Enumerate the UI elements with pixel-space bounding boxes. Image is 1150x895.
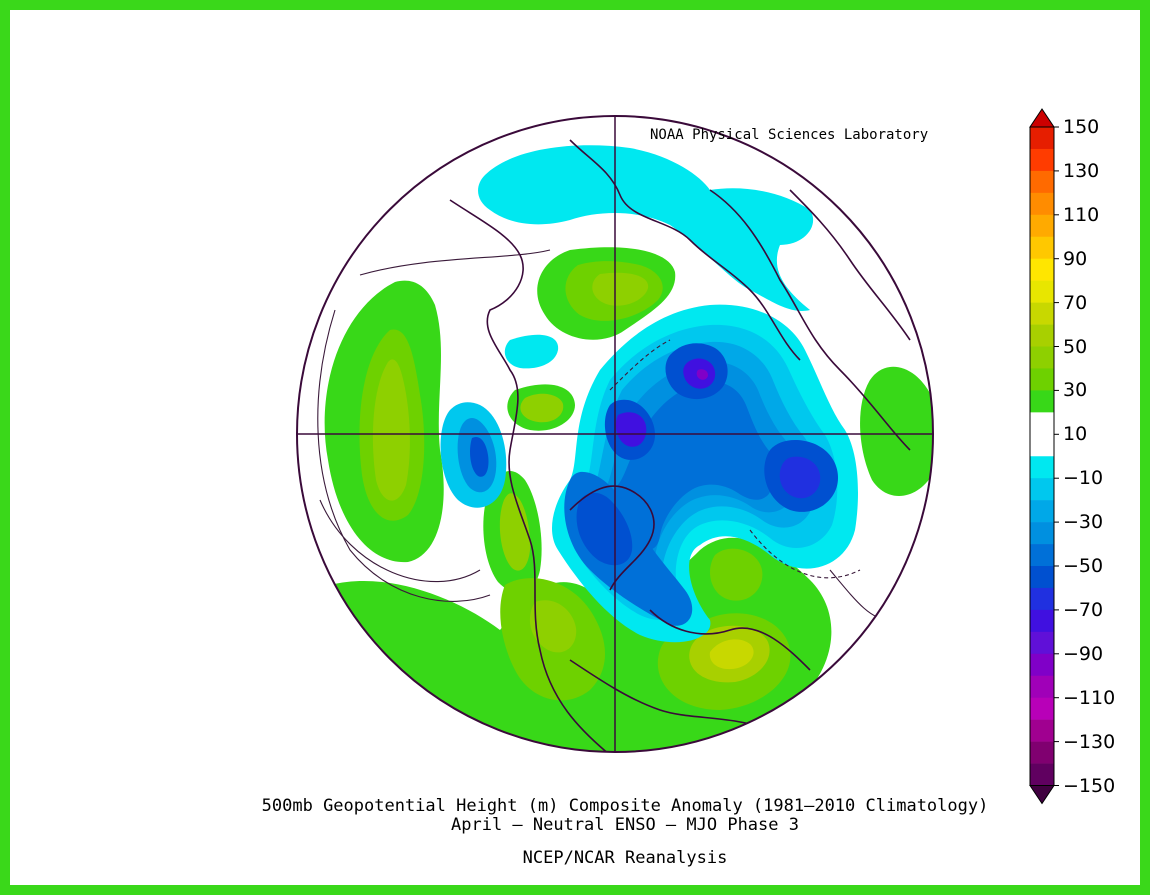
colorbar-segment xyxy=(1030,522,1054,545)
colorbar-tick-label: 130 xyxy=(1063,159,1100,182)
colorbar-segment xyxy=(1030,214,1054,238)
colorbar-segment xyxy=(1030,434,1054,457)
map-subtitle: April – Neutral ENSO – MJO Phase 3 xyxy=(451,815,799,835)
colorbar-segment xyxy=(1030,148,1054,172)
colorbar-segment xyxy=(1030,346,1054,369)
colorbar-tick-label: −110 xyxy=(1063,686,1116,709)
colorbar-segment xyxy=(1030,653,1054,677)
colorbar-top-arrow xyxy=(1029,108,1055,128)
colorbar-tick-label: −30 xyxy=(1063,511,1104,534)
negative-anomaly-regions xyxy=(440,145,858,643)
colorbar-segment xyxy=(1030,478,1054,501)
colorbar-segment xyxy=(1030,412,1054,435)
colorbar-segment xyxy=(1030,631,1054,655)
colorbar-segment xyxy=(1030,127,1054,150)
colorbar-segment xyxy=(1030,697,1054,720)
colorbar-tick-label: 50 xyxy=(1063,335,1088,358)
colorbar-segment xyxy=(1030,500,1054,523)
colorbar-tick-label: 10 xyxy=(1063,423,1088,446)
colorbar-segment xyxy=(1030,544,1054,567)
data-source: NCEP/NCAR Reanalysis xyxy=(522,848,728,868)
colorbar-tick-label: 110 xyxy=(1063,203,1100,226)
colorbar-tick-label: −90 xyxy=(1063,642,1104,665)
credit-label: NOAA Physical Sciences Laboratory xyxy=(650,127,929,143)
colorbar-tick-label: −70 xyxy=(1063,598,1104,621)
coastlines xyxy=(449,139,911,752)
positive-anomaly-regions xyxy=(324,247,933,752)
colorbar-segment xyxy=(1030,324,1054,347)
colorbar-tick-label: 30 xyxy=(1063,379,1088,402)
colorbar-tick-label: 150 xyxy=(1063,116,1100,138)
colorbar-tick-label: −150 xyxy=(1063,774,1116,797)
colorbar-segment xyxy=(1030,236,1054,259)
colorbar-segment xyxy=(1030,390,1054,413)
polar-anomaly-map xyxy=(296,115,934,753)
colorbar-segment xyxy=(1030,192,1054,216)
colorbar-segment xyxy=(1030,368,1054,391)
colorbar-tick-label: 70 xyxy=(1063,291,1088,314)
colorbar-segment xyxy=(1030,763,1054,786)
colorbar-tick-label: 90 xyxy=(1063,247,1088,270)
colorbar-segment xyxy=(1030,170,1054,194)
colorbar-segment xyxy=(1030,741,1054,764)
colorbar-segment xyxy=(1030,719,1054,742)
colorbar-tick-label: −50 xyxy=(1063,555,1104,577)
colorbar-segment xyxy=(1030,609,1054,633)
colorbar-segment xyxy=(1030,258,1054,281)
colorbar-segment xyxy=(1030,587,1054,611)
map-title: 500mb Geopotential Height (m) Composite … xyxy=(261,796,989,816)
colorbar xyxy=(1029,108,1059,805)
colorbar-tick-label: −130 xyxy=(1063,730,1116,753)
colorbar-tick-label: −10 xyxy=(1063,467,1104,490)
colorbar-segment xyxy=(1030,675,1054,698)
colorbar-segment xyxy=(1030,280,1054,303)
colorbar-segment xyxy=(1030,302,1054,325)
map-boundary xyxy=(296,115,934,753)
colorbar-segment xyxy=(1030,566,1054,589)
figure-frame: NOAA Physical Sciences Laboratory 150 130… xyxy=(10,10,1140,885)
colorbar-outline xyxy=(1029,126,1055,786)
colorbar-segment xyxy=(1030,456,1054,479)
